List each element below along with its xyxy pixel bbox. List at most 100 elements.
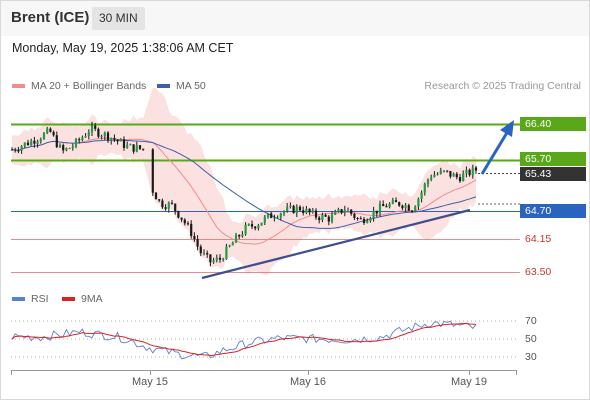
candle-body <box>362 218 366 224</box>
candle-body <box>324 214 327 217</box>
candle-body <box>177 211 180 218</box>
candle-body <box>20 146 23 151</box>
rsi-ma-line <box>11 323 477 357</box>
candle-body <box>180 217 183 220</box>
candle-body <box>122 139 126 148</box>
candle-body <box>71 146 74 149</box>
candle-body <box>190 223 193 236</box>
candle-body <box>234 234 238 243</box>
candle-body <box>263 216 266 223</box>
candle-body <box>167 202 170 209</box>
ma50-line <box>11 139 477 229</box>
ma20-line <box>11 137 477 245</box>
candle-body <box>158 199 161 201</box>
candle-body <box>286 206 289 212</box>
rsi-tick-50: 50 <box>525 333 537 345</box>
candle-body <box>407 205 410 211</box>
candle-body <box>353 213 356 218</box>
candle-body <box>113 137 116 140</box>
candle-body <box>78 139 81 141</box>
candle-body <box>366 220 369 224</box>
candle-body <box>436 173 439 175</box>
candle-body <box>87 132 90 137</box>
candle-body <box>455 173 458 178</box>
candle-body <box>372 210 375 219</box>
candle-body <box>391 200 394 204</box>
candle-body <box>94 125 97 129</box>
legend-rsi-ma-label: 9MA <box>81 293 103 305</box>
candle-body <box>46 128 49 134</box>
candle-body <box>446 170 449 172</box>
candle-body <box>471 167 474 176</box>
candle-body <box>404 205 407 209</box>
legend-ma50-label: MA 50 <box>176 80 206 92</box>
candle-body <box>23 142 26 147</box>
candle-body <box>65 148 68 151</box>
candle-body <box>10 149 14 151</box>
candle-body <box>375 210 378 214</box>
candle-body <box>346 209 350 211</box>
candle-body <box>308 208 311 213</box>
candle-body <box>247 224 250 226</box>
candle-body <box>206 253 209 255</box>
candle-body <box>350 209 353 214</box>
candle-body <box>119 139 122 142</box>
candle-body <box>42 133 46 140</box>
candle-body <box>468 169 471 176</box>
legend-ma20-label: MA 20 + Bollinger Bands <box>31 80 147 92</box>
candle-body <box>218 257 222 260</box>
candle-body <box>439 170 442 174</box>
moving-averages <box>11 137 477 245</box>
candle-body <box>52 131 55 136</box>
candle-body <box>170 202 174 204</box>
projection-arrow-shaft <box>480 130 510 175</box>
rsi-tick-70: 70 <box>525 315 537 327</box>
interval-selector[interactable]: 30 MIN <box>92 7 145 30</box>
candle-body <box>343 209 346 213</box>
candle-body <box>295 206 298 214</box>
candle-body <box>321 214 324 221</box>
candle-body <box>340 209 343 213</box>
candle-body <box>103 132 106 137</box>
candle-body <box>135 145 138 152</box>
candle-body <box>254 226 257 229</box>
candle-body <box>327 216 330 222</box>
candle-body <box>385 206 388 208</box>
candle-body <box>164 207 167 209</box>
candle-body <box>442 170 446 172</box>
candle-body <box>282 211 286 214</box>
x-label-may15: May 15 <box>131 376 169 388</box>
candle-body <box>465 169 468 174</box>
level-label-support-1: 64.15 <box>525 233 552 245</box>
level-label-resistance-1: 65.70 <box>520 152 586 166</box>
candle-body <box>30 140 33 146</box>
rsi-line <box>11 320 477 360</box>
candle-body <box>398 202 401 206</box>
candle-body <box>84 136 87 138</box>
candle-body <box>154 192 158 200</box>
candle-body <box>452 173 455 177</box>
time-axis <box>11 370 517 375</box>
bollinger-bands <box>12 87 476 276</box>
candle-body <box>126 145 129 148</box>
candle-body <box>49 128 52 132</box>
candle-body <box>222 259 225 261</box>
legend-ma20: MA 20 + Bollinger Bands <box>12 80 146 92</box>
candlesticks <box>10 121 478 267</box>
candle-body <box>81 137 84 141</box>
candle-body <box>142 148 145 150</box>
candle-body <box>110 137 113 141</box>
candle-body <box>225 246 228 260</box>
rsi-panel <box>11 320 518 360</box>
candle-body <box>231 242 234 246</box>
candle-body <box>430 177 433 180</box>
candle-body <box>33 140 36 144</box>
candle-body <box>423 184 426 193</box>
candle-body <box>215 257 218 261</box>
candle-body <box>318 217 321 221</box>
candle-body <box>388 203 391 208</box>
candle-body <box>209 254 212 263</box>
candle-body <box>394 200 398 203</box>
candle-body <box>183 219 186 224</box>
